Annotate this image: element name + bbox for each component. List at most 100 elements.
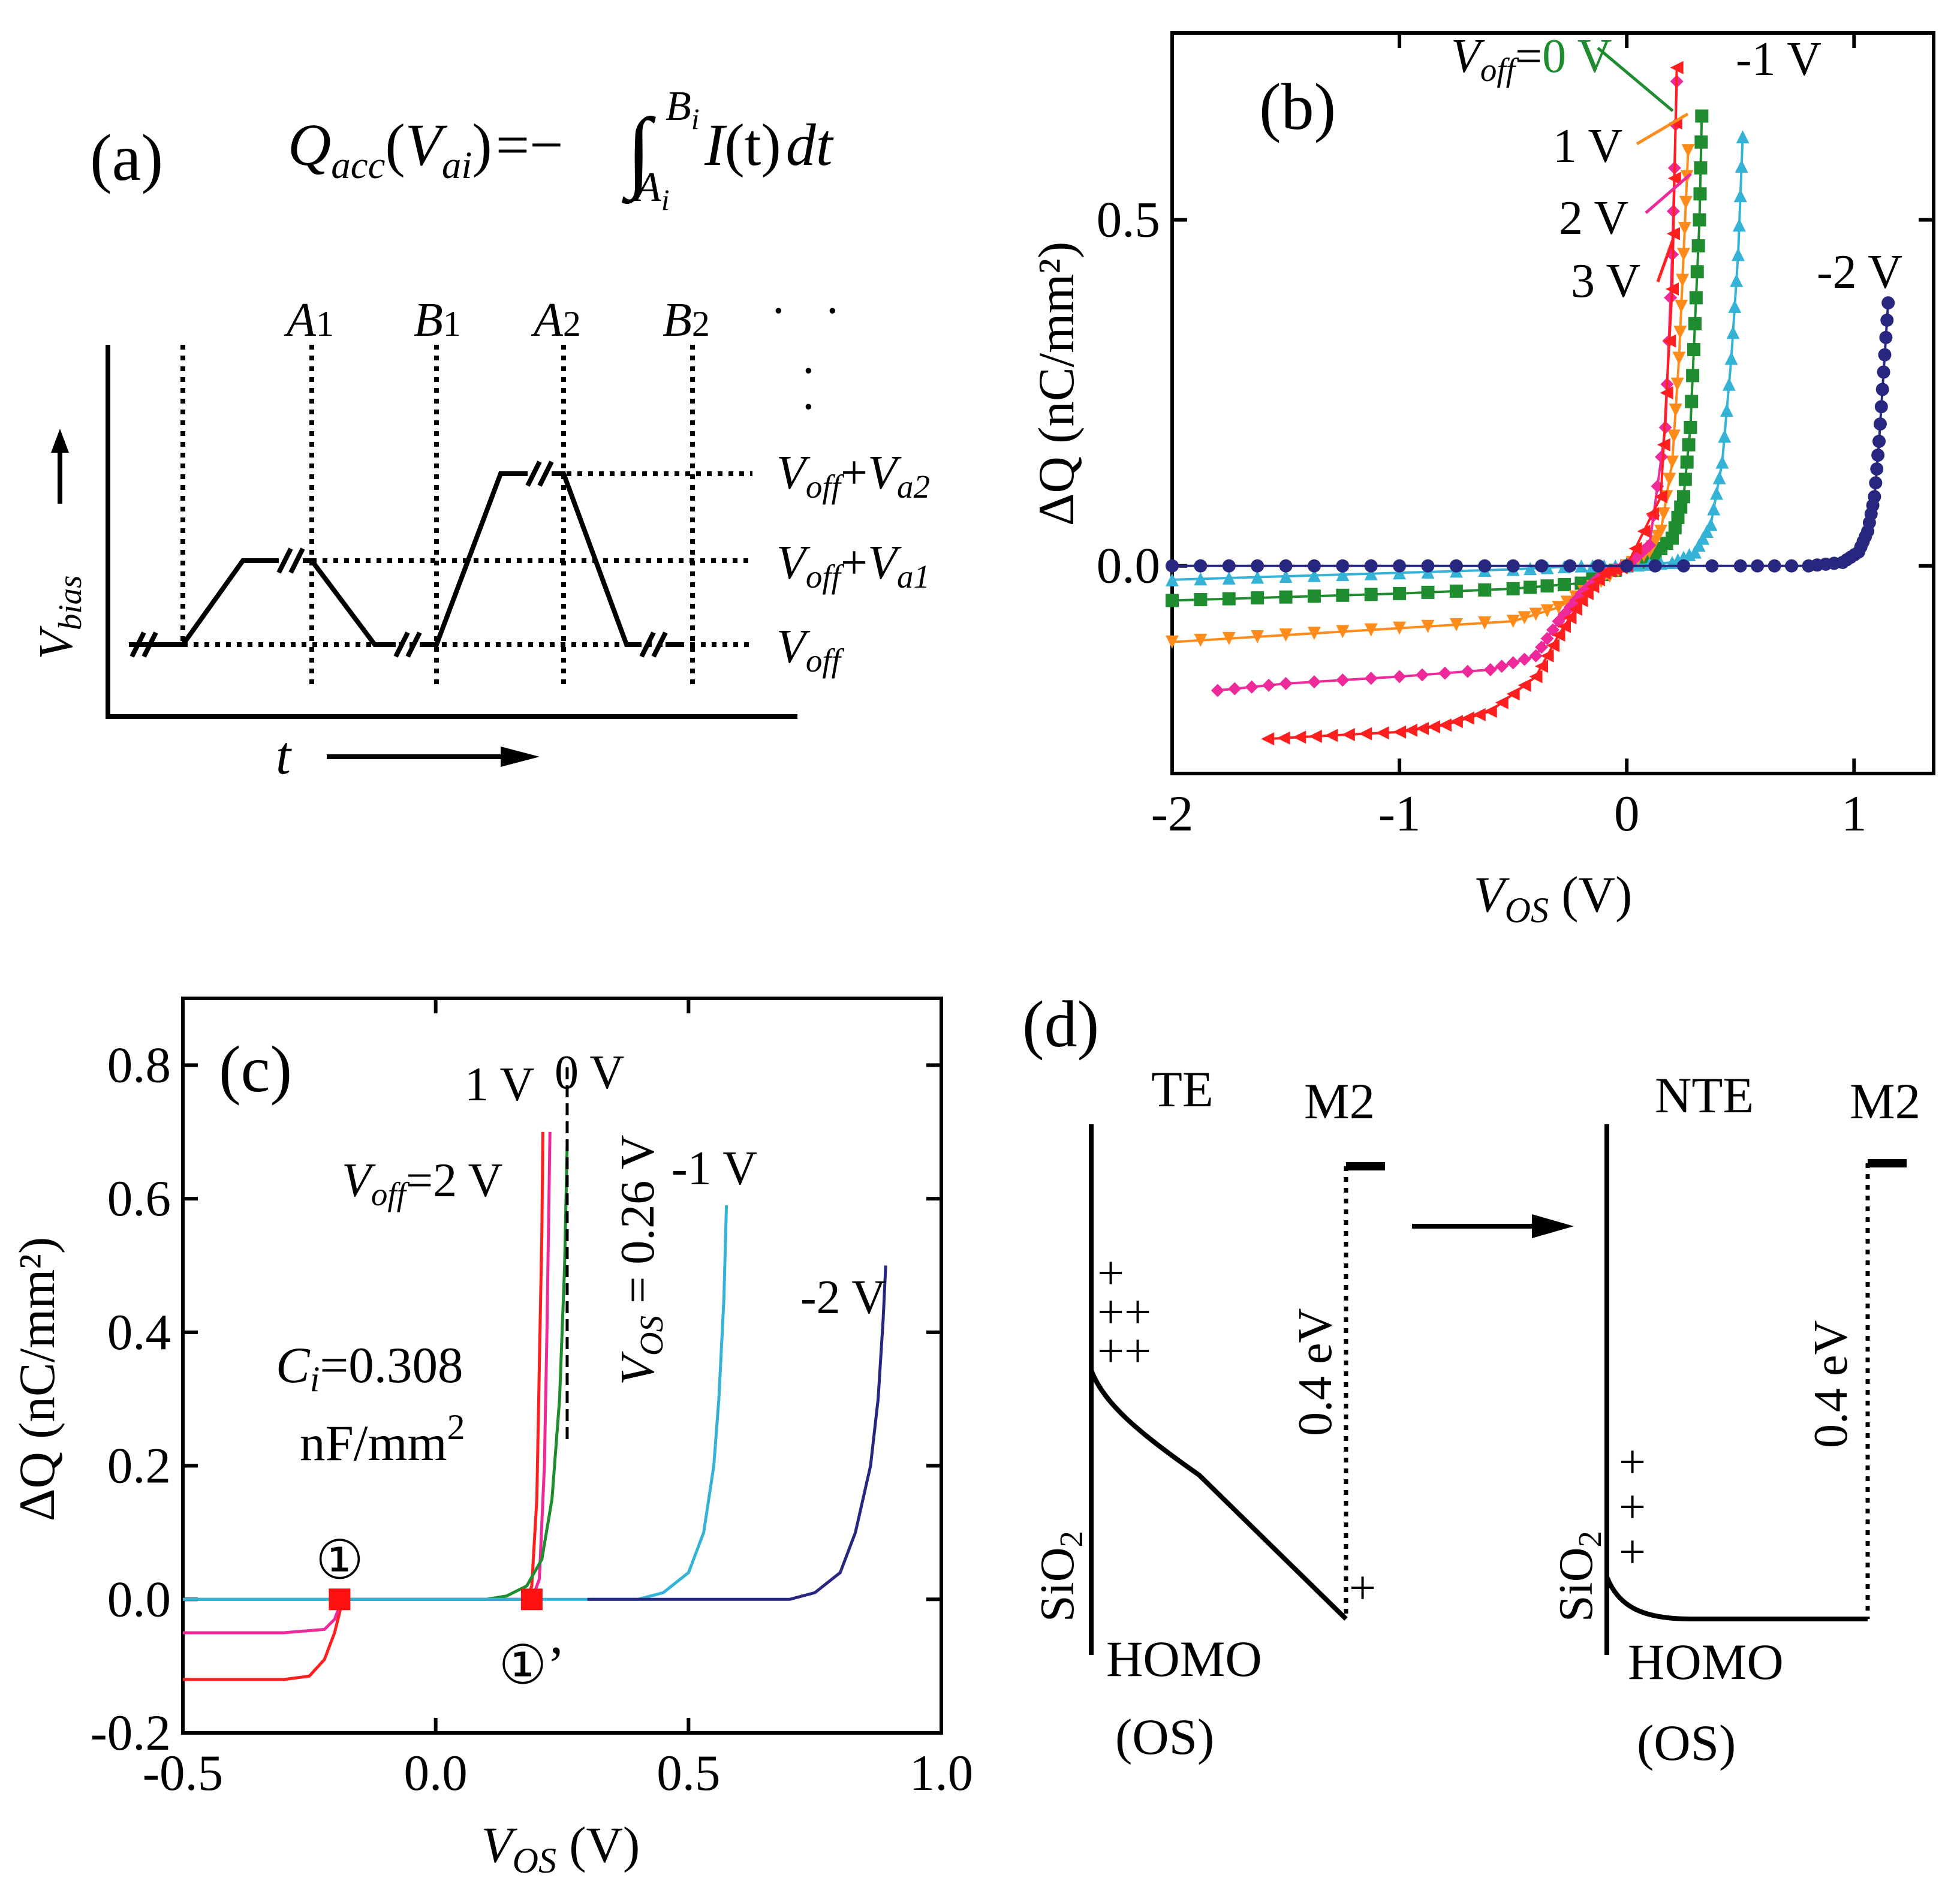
data-point	[1194, 633, 1208, 647]
svg-text:+: +	[1619, 1436, 1646, 1489]
data-point	[1670, 377, 1684, 391]
legend-c-1v: 1 V	[465, 1058, 534, 1111]
data-point	[1472, 708, 1486, 721]
panel-c-ytick-label: 0.4	[107, 1304, 171, 1361]
panel-c: ① ①’ (c) -0.5 0.0 0.5 1.0 -0.2 0.0 0.2 0.…	[9, 997, 973, 1880]
data-point	[1524, 562, 1537, 576]
data-point	[1563, 611, 1577, 625]
panel-c-frame	[181, 997, 943, 1735]
data-point	[1461, 664, 1474, 678]
data-point	[1222, 631, 1236, 645]
data-point	[1421, 585, 1435, 599]
data-point	[1540, 649, 1554, 663]
series-c-2V	[183, 1131, 544, 1681]
data-point	[1535, 640, 1549, 654]
ci-unit: nF/mm2	[300, 1407, 465, 1471]
data-point	[1881, 296, 1895, 310]
data-point	[1393, 621, 1407, 635]
panel-c-xtick-label: 0.5	[657, 1745, 720, 1801]
data-point	[1495, 660, 1509, 673]
data-point	[1690, 265, 1704, 279]
data-point	[1628, 541, 1642, 555]
svg-text:+: +	[1097, 1247, 1124, 1300]
data-point	[1364, 623, 1378, 637]
data-point	[1307, 568, 1321, 582]
te-metal-label: M2	[1304, 1073, 1375, 1130]
series-c--2V	[587, 1265, 887, 1601]
data-point	[1673, 326, 1687, 339]
data-point	[1251, 591, 1264, 605]
data-point	[1873, 417, 1887, 431]
data-point	[1336, 625, 1350, 639]
integral-sign: ∫	[622, 100, 656, 204]
series-line	[1172, 116, 1703, 602]
data-point	[1449, 715, 1463, 729]
nte-title: NTE	[1655, 1067, 1754, 1124]
data-point	[1393, 586, 1407, 600]
data-point	[1262, 678, 1276, 692]
data-point	[1393, 566, 1407, 580]
nte-oxide-label: SiO2	[1550, 1531, 1608, 1622]
data-point	[1279, 676, 1293, 690]
data-point	[1336, 588, 1350, 602]
data-point	[1438, 718, 1452, 732]
data-point	[1421, 559, 1435, 573]
bias-waveform	[129, 461, 684, 658]
data-point	[1307, 627, 1321, 640]
legend-c-2v: Voff=2 V	[342, 1154, 502, 1212]
ellipsis-dot-1: ·	[770, 285, 787, 338]
data-point	[1529, 649, 1543, 663]
data-point	[1682, 438, 1696, 452]
panel-b-xtick-label: -1	[1378, 785, 1421, 842]
data-point	[1483, 663, 1497, 676]
data-point	[1529, 607, 1543, 621]
te-oxide-label: SiO2	[1031, 1531, 1089, 1622]
data-point	[1307, 675, 1321, 689]
data-point	[1540, 631, 1554, 645]
data-point	[1228, 682, 1242, 696]
data-point	[1686, 369, 1700, 383]
data-point	[1685, 395, 1699, 408]
data-point	[1877, 365, 1890, 379]
series-b-0V	[1166, 109, 1709, 607]
data-point	[1449, 584, 1463, 598]
ci-label: Ci=0.308	[276, 1337, 463, 1399]
panel-b-frame	[1170, 31, 1935, 775]
data-point	[1693, 213, 1706, 227]
data-point	[1251, 570, 1264, 584]
data-point	[1875, 383, 1889, 396]
data-point	[1715, 455, 1729, 469]
data-point	[1364, 588, 1378, 601]
band-diagram-nte: NTE M2 0.4 eV SiO2 HOMO (OS) + + +	[1550, 1067, 1920, 1771]
panel-b-ytick-label: 0.5	[1097, 192, 1160, 248]
data-point	[1438, 666, 1452, 680]
data-point	[1670, 61, 1684, 74]
legend-b-0v: Voff=0 V	[1451, 30, 1612, 88]
legend-c-minus2v: -2 V	[800, 1271, 886, 1324]
data-point	[1276, 731, 1290, 745]
data-point	[1666, 282, 1679, 296]
data-point	[1393, 559, 1407, 573]
data-point	[1586, 580, 1600, 594]
level-label-va1: Voff+Va1	[776, 537, 930, 595]
data-point	[1733, 189, 1747, 203]
data-point	[1279, 628, 1293, 642]
data-point	[1574, 594, 1588, 607]
data-point	[1166, 573, 1179, 586]
y-arrow-head	[51, 429, 69, 453]
data-point	[1678, 222, 1691, 236]
integrand: I(t)dt	[704, 112, 834, 178]
data-point	[1733, 559, 1747, 573]
data-point	[1693, 187, 1707, 201]
data-point	[1535, 559, 1549, 573]
te-homo-band-curve	[1089, 1369, 1348, 1621]
data-point	[1483, 705, 1497, 718]
series-b-3V	[1261, 61, 1684, 746]
data-point	[1735, 159, 1748, 173]
data-point	[1696, 531, 1710, 545]
data-point	[1591, 559, 1605, 573]
svg-text:+: +	[1124, 1286, 1151, 1339]
data-point	[1518, 611, 1531, 625]
nte-homo-band-curve	[1604, 1576, 1868, 1621]
te-energy-label: 0.4 eV	[1289, 1308, 1342, 1436]
